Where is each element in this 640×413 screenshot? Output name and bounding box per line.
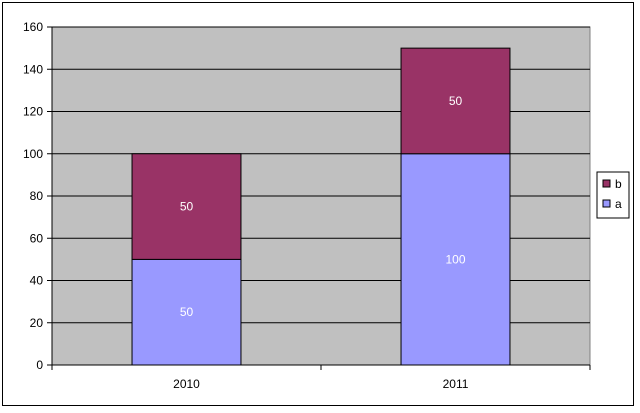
- y-tick-label: 140: [23, 62, 43, 76]
- data-label: 50: [180, 305, 194, 319]
- data-label: 50: [449, 94, 463, 108]
- y-tick-label: 40: [30, 274, 44, 288]
- y-tick-label: 100: [23, 147, 43, 161]
- data-label: 100: [445, 252, 465, 266]
- x-tick-label: 2010: [173, 377, 200, 391]
- bars: 50 50 100 50: [131, 47, 511, 366]
- bar-b-2010: [131, 153, 242, 260]
- data-label: 50: [180, 200, 194, 214]
- legend-swatch-b: [602, 179, 611, 188]
- x-tick-label: 2011: [443, 377, 469, 391]
- y-tick-label: 120: [23, 105, 43, 119]
- bar-b-2011: [400, 47, 511, 155]
- legend-label-b: b: [615, 177, 622, 191]
- y-axis: 0 20 40 60 80 100 120 140 160: [23, 20, 53, 372]
- legend-box: [596, 171, 630, 219]
- y-tick-label: 0: [36, 358, 43, 372]
- legend-label-a: a: [615, 197, 622, 211]
- y-tick-label: 160: [23, 20, 43, 34]
- y-tick-label: 20: [30, 316, 44, 330]
- legend-swatch-a: [602, 199, 611, 208]
- x-axis: 2010 2011: [51, 364, 591, 391]
- legend: ba: [596, 171, 630, 219]
- bar-a-2011: [400, 153, 511, 366]
- y-tick-label: 80: [30, 189, 44, 203]
- y-tick-label: 60: [30, 231, 44, 245]
- bar-a-2010: [131, 258, 242, 366]
